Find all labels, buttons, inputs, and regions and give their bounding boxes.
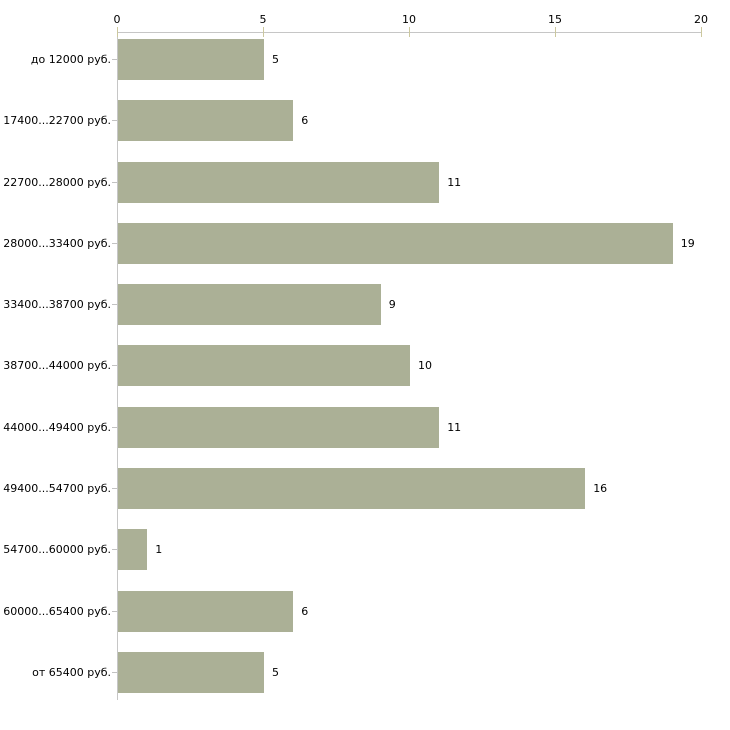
category-label: 60000...65400 руб. <box>3 604 111 618</box>
y-axis-tick <box>112 181 117 183</box>
y-axis-tick <box>112 120 117 122</box>
bar-row: 22700...28000 руб. 11 <box>0 156 730 217</box>
y-axis-tick <box>112 426 117 428</box>
value-label: 5 <box>272 53 279 66</box>
bar <box>118 651 264 693</box>
value-label: 10 <box>418 359 432 373</box>
bar-row: 44000...49400 руб. 11 <box>0 401 730 462</box>
y-axis-tick <box>112 610 117 612</box>
x-axis-tick <box>409 27 410 37</box>
category-label: 38700...44000 руб. <box>3 359 111 373</box>
bar <box>118 161 440 203</box>
x-axis-tick-label: 15 <box>548 13 562 26</box>
y-axis-tick <box>112 488 117 490</box>
value-label: 19 <box>680 236 695 250</box>
bar-rows: до 12000 руб. 5 17400...22700 руб. 6 227… <box>0 33 730 707</box>
y-axis-tick <box>112 59 117 60</box>
y-axis-tick <box>112 242 117 244</box>
category-label: 49400...54700 руб. <box>3 482 111 496</box>
category-label: 28000...33400 руб. <box>3 236 111 250</box>
value-label: 5 <box>272 665 279 679</box>
bar <box>118 39 264 80</box>
x-axis-tick <box>117 27 118 37</box>
category-label: 22700...28000 руб. <box>3 175 111 189</box>
bar-row: 33400...38700 руб. 9 <box>0 278 730 339</box>
y-axis-line <box>117 32 118 700</box>
bar-row: от 65400 руб. 5 <box>0 646 730 707</box>
category-label: до 12000 руб. <box>30 53 111 66</box>
bar-row: 60000...65400 руб. 6 <box>0 585 730 646</box>
x-axis-tick-label: 20 <box>694 13 708 26</box>
x-axis-tick <box>555 27 556 37</box>
bar <box>118 406 440 448</box>
y-axis-tick <box>112 549 117 551</box>
value-label: 6 <box>301 114 309 128</box>
value-label: 11 <box>447 420 462 434</box>
y-axis-tick <box>112 365 117 367</box>
value-label: 1 <box>155 543 163 557</box>
x-axis-tick <box>263 27 264 37</box>
bar-row: до 12000 руб. 5 <box>0 33 730 94</box>
bar <box>118 590 294 632</box>
y-axis-tick <box>112 671 117 673</box>
category-label: 44000...49400 руб. <box>3 420 111 434</box>
value-label: 16 <box>593 482 608 496</box>
x-axis-tick-label: 10 <box>402 13 416 26</box>
bar-row: 17400...22700 руб. 6 <box>0 94 730 155</box>
category-label: от 65400 руб. <box>32 665 111 679</box>
bar-row: 38700...44000 руб. 10 <box>0 339 730 400</box>
value-label: 6 <box>301 604 309 618</box>
bar-row: 54700...60000 руб. 1 <box>0 523 730 584</box>
bar <box>118 345 410 387</box>
category-label: 33400...38700 руб. <box>3 298 111 312</box>
category-label: 54700...60000 руб. <box>3 543 111 557</box>
bar <box>118 222 673 264</box>
bar-row: 49400...54700 руб. 16 <box>0 462 730 523</box>
bar <box>118 100 294 142</box>
y-axis-tick <box>112 304 117 306</box>
x-axis-tick-label: 0 <box>113 13 121 26</box>
x-axis-tick <box>701 27 702 37</box>
bar <box>118 284 381 326</box>
bar <box>118 529 148 571</box>
value-label: 11 <box>447 175 462 189</box>
bar-row: 28000...33400 руб. 19 <box>0 217 730 278</box>
category-label: 17400...22700 руб. <box>3 114 111 128</box>
x-axis-tick-label: 5 <box>259 13 267 26</box>
value-label: 9 <box>388 298 396 312</box>
bar <box>118 468 586 510</box>
